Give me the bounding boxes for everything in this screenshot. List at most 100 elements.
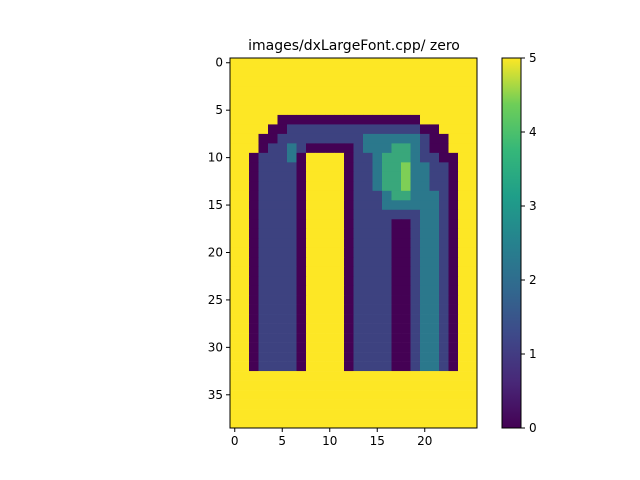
heatmap-cell <box>249 219 259 230</box>
heatmap-cell <box>306 285 316 296</box>
heatmap-cell <box>391 171 402 182</box>
heatmap-cell <box>334 105 345 116</box>
heatmap-cell <box>239 371 250 381</box>
heatmap-cell <box>239 285 250 296</box>
heatmap-cell <box>258 105 269 116</box>
heatmap-cell <box>410 399 421 410</box>
heatmap-cell <box>467 95 478 106</box>
heatmap-cell <box>296 409 307 419</box>
heatmap-cell <box>372 171 383 182</box>
heatmap-cell <box>410 295 421 305</box>
heatmap-cell <box>401 105 411 116</box>
heatmap-cell <box>410 58 421 68</box>
heatmap-cell <box>287 95 297 106</box>
heatmap-cell <box>420 133 430 144</box>
heatmap-cell <box>420 143 430 154</box>
heatmap-cell <box>439 152 449 163</box>
heatmap-cell <box>287 67 297 78</box>
heatmap-cell <box>306 219 316 230</box>
heatmap-cell <box>429 247 440 258</box>
heatmap-cell <box>439 67 449 78</box>
heatmap-cell <box>230 86 240 97</box>
heatmap-cell <box>391 76 402 87</box>
heatmap-cell <box>458 323 468 334</box>
heatmap-cell <box>410 390 421 400</box>
heatmap-cell <box>268 390 278 400</box>
heatmap-cell <box>296 86 307 97</box>
heatmap-cell <box>372 266 383 277</box>
heatmap-cell <box>401 86 411 97</box>
heatmap-cell <box>420 209 430 220</box>
heatmap-cell <box>391 95 402 106</box>
heatmap-cell <box>258 143 269 154</box>
heatmap-cell <box>230 342 240 353</box>
heatmap-cell <box>249 143 259 154</box>
heatmap-cell <box>391 285 402 296</box>
heatmap-cell <box>344 219 354 230</box>
heatmap-cell <box>239 114 250 125</box>
heatmap-cell <box>448 390 459 400</box>
heatmap-cell <box>277 219 288 230</box>
heatmap-cell <box>391 190 402 201</box>
heatmap-cell <box>258 95 269 106</box>
heatmap-cell <box>391 200 402 211</box>
heatmap-cell <box>363 190 373 201</box>
heatmap-cell <box>382 380 392 391</box>
heatmap-cell <box>239 390 250 400</box>
heatmap-cell <box>249 152 259 163</box>
heatmap-cell <box>363 67 373 78</box>
heatmap-cell <box>268 352 278 362</box>
heatmap-cell <box>353 181 364 192</box>
heatmap-cell <box>382 323 392 334</box>
heatmap-cell <box>296 380 307 391</box>
heatmap-cell <box>239 228 250 239</box>
heatmap-cell <box>239 67 250 78</box>
heatmap-cell <box>315 67 326 78</box>
heatmap-cell <box>325 114 335 125</box>
heatmap-cell <box>382 266 392 277</box>
heatmap-cell <box>239 86 250 97</box>
heatmap-cell <box>448 219 459 230</box>
heatmap-cell <box>325 352 335 362</box>
heatmap-cell <box>353 276 364 286</box>
heatmap-cell <box>372 105 383 116</box>
heatmap-cell <box>239 58 250 68</box>
heatmap-cell <box>391 181 402 192</box>
heatmap-cell <box>277 152 288 163</box>
heatmap-cell <box>315 285 326 296</box>
heatmap-cell <box>306 228 316 239</box>
heatmap-cell <box>239 342 250 353</box>
heatmap-cell <box>429 143 440 154</box>
heatmap-cell <box>467 295 478 305</box>
heatmap-cell <box>401 190 411 201</box>
heatmap-cell <box>306 105 316 116</box>
heatmap-cell <box>458 247 468 258</box>
heatmap-cell <box>372 276 383 286</box>
heatmap-cell <box>458 238 468 249</box>
heatmap-cell <box>410 371 421 381</box>
heatmap-cell <box>239 257 250 268</box>
heatmap-cell <box>353 95 364 106</box>
heatmap-cell <box>249 285 259 296</box>
heatmap-cell <box>230 95 240 106</box>
heatmap-cell <box>420 323 430 334</box>
heatmap-cell <box>239 361 250 372</box>
heatmap-cell <box>315 352 326 362</box>
heatmap-cell <box>391 114 402 125</box>
heatmap-cell <box>382 314 392 324</box>
heatmap-cell <box>344 133 354 144</box>
heatmap-cell <box>429 114 440 125</box>
heatmap-cell <box>315 314 326 324</box>
heatmap-cell <box>439 276 449 286</box>
heatmap-cell <box>467 304 478 315</box>
heatmap-cell <box>287 228 297 239</box>
heatmap-cell <box>420 181 430 192</box>
heatmap-cell <box>382 304 392 315</box>
heatmap-cell <box>334 190 345 201</box>
heatmap-cell <box>401 181 411 192</box>
heatmap-cell <box>334 162 345 173</box>
heatmap-cell <box>239 352 250 362</box>
heatmap-cell <box>258 352 269 362</box>
heatmap-cell <box>401 276 411 286</box>
heatmap-cell <box>429 228 440 239</box>
